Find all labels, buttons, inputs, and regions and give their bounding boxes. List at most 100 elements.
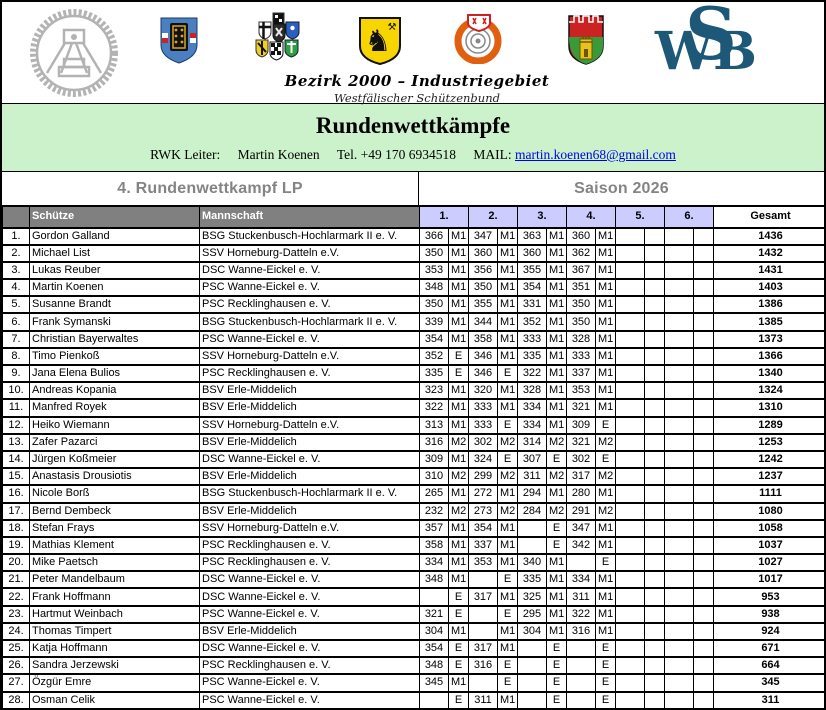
contact-line: RWK Leiter: Martin Koenen Tel. +49 170 6… — [2, 147, 824, 163]
round-score-cell: 311 — [468, 691, 498, 708]
round-score-cell: 325 — [517, 587, 547, 607]
round-class-cell: M1 — [497, 330, 518, 349]
round-score-cell — [615, 639, 645, 659]
round-score-cell — [517, 639, 547, 659]
round-column-header: 1. — [419, 206, 469, 229]
round-class-cell — [644, 278, 665, 298]
total-cell: 938 — [713, 605, 824, 624]
round-score-cell: 348 — [419, 278, 449, 298]
round-class-cell — [693, 467, 714, 487]
round-score-cell — [664, 278, 694, 298]
round-class-cell: M2 — [448, 433, 469, 452]
round-class-cell: M1 — [546, 398, 567, 418]
round-class-cell: E — [546, 691, 567, 708]
round-score-cell: 339 — [419, 312, 449, 332]
round-score-cell: 358 — [419, 536, 449, 556]
round-class-cell: M1 — [595, 570, 616, 590]
round-class-cell — [644, 553, 665, 573]
round-score-cell — [468, 622, 498, 642]
round-class-cell: M1 — [546, 381, 567, 401]
round-class-cell: M1 — [595, 364, 616, 384]
round-column-header: 6. — [664, 206, 714, 229]
round-class-cell — [644, 467, 665, 487]
round-score-cell — [664, 398, 694, 418]
round-score-cell — [468, 605, 498, 624]
round-class-cell: M1 — [595, 226, 616, 246]
contact-prefix-label: RWK Leiter: — [150, 147, 221, 162]
round-class-cell — [644, 398, 665, 418]
shooter-name-cell: Hartmut Weinbach — [29, 605, 200, 624]
round-class-cell — [644, 226, 665, 246]
rank-cell: 28. — [2, 691, 30, 708]
round-class-cell — [693, 330, 714, 349]
table-row: 26. Sandra Jerzewski PSC Recklinghausen e.… — [2, 656, 824, 676]
table-row: 12. Heiko Wiemann SSV Horneburg-Datteln e.… — [2, 416, 824, 435]
castle-crest-icon — [568, 15, 604, 65]
round-class-cell: M1 — [595, 587, 616, 607]
round-score-cell — [517, 519, 547, 538]
round-score-cell: 284 — [517, 501, 547, 521]
round-class-cell: M1 — [595, 278, 616, 298]
round-score-cell: 294 — [517, 484, 547, 504]
round-score-cell — [615, 450, 645, 470]
shooter-name-cell: Stefan Frays — [29, 519, 200, 538]
round-class-cell — [693, 484, 714, 504]
table-row: 17. Bernd Dembeck BSV Erle-Middelich 232 M2 2… — [2, 501, 824, 521]
round-score-cell — [517, 536, 547, 556]
rank-cell: 19. — [2, 536, 30, 556]
round-class-cell: M1 — [448, 570, 469, 590]
section-header-row: 4. Rundenwettkampf LP Saison 2026 — [2, 172, 824, 206]
round-class-cell — [644, 330, 665, 349]
table-row: 3. Lukas Reuber DSC Wanne-Eickel e. V. 353 M… — [2, 261, 824, 281]
rank-cell: 25. — [2, 639, 30, 659]
round-class-cell: M1 — [448, 398, 469, 418]
shooter-name-cell: Martin Koenen — [29, 278, 200, 298]
round-class-cell: M1 — [448, 450, 469, 470]
total-cell: 1403 — [713, 278, 824, 298]
rank-cell: 9. — [2, 364, 30, 384]
round-score-cell — [664, 416, 694, 435]
round-class-cell: E — [448, 656, 469, 676]
team-cell: PSC Recklinghausen e. V. — [199, 295, 420, 315]
total-cell: 1324 — [713, 381, 824, 401]
round-class-cell — [693, 433, 714, 452]
shooter-name-cell: Christian Bayerwaltes — [29, 330, 200, 349]
round-class-cell: M1 — [595, 484, 616, 504]
email-link[interactable]: martin.koenen68@gmail.com — [515, 147, 676, 162]
round-class-cell: M1 — [546, 226, 567, 246]
rank-cell: 10. — [2, 381, 30, 401]
round-class-cell — [693, 673, 714, 693]
round-score-cell — [468, 673, 498, 693]
team-cell: PSC Wanne-Eickel e. V. — [199, 278, 420, 298]
round-score-cell — [615, 570, 645, 590]
round-score-cell: 295 — [517, 605, 547, 624]
round-score-cell — [615, 553, 645, 573]
region-title: Bezirk 2000 – Industriegebiet — [284, 72, 550, 90]
round-score-cell: 331 — [517, 295, 547, 315]
round-score-cell: 328 — [517, 381, 547, 401]
round-score-cell: 350 — [419, 244, 449, 263]
round-class-cell — [693, 553, 714, 573]
round-score-cell: 324 — [468, 450, 498, 470]
season-title: Saison 2026 — [574, 179, 669, 197]
page-title: Rundenwettkämpfe — [315, 113, 511, 138]
round-score-cell: 355 — [517, 261, 547, 281]
table-row: 21. Peter Mandelbaum DSC Wanne-Eickel e. V… — [2, 570, 824, 590]
round-class-cell — [644, 673, 665, 693]
round-class-cell: E — [595, 673, 616, 693]
round-score-cell: 366 — [419, 226, 449, 246]
table-row: 28. Osman Celik PSC Wanne-Eickel e. V. E 311… — [2, 691, 824, 708]
round-class-cell — [693, 278, 714, 298]
round-score-cell: 323 — [419, 381, 449, 401]
total-cell: 1340 — [713, 364, 824, 384]
team-cell: PSC Wanne-Eickel e. V. — [199, 691, 420, 708]
round-class-cell — [644, 244, 665, 263]
round-class-cell: M1 — [448, 536, 469, 556]
round-score-cell: 362 — [566, 244, 596, 263]
table-row: 8. Timo Pienkoß SSV Horneburg-Datteln e.V.… — [2, 347, 824, 367]
team-cell: PSC Wanne-Eickel e. V. — [199, 673, 420, 693]
round-class-cell: M1 — [497, 536, 518, 556]
round-score-cell: 334 — [419, 553, 449, 573]
shooter-name-cell: Sandra Jerzewski — [29, 656, 200, 676]
round-header-row: Schütze Mannschaft 1. 2. 3. 4. 5. 6. Gesamt — [2, 206, 824, 229]
